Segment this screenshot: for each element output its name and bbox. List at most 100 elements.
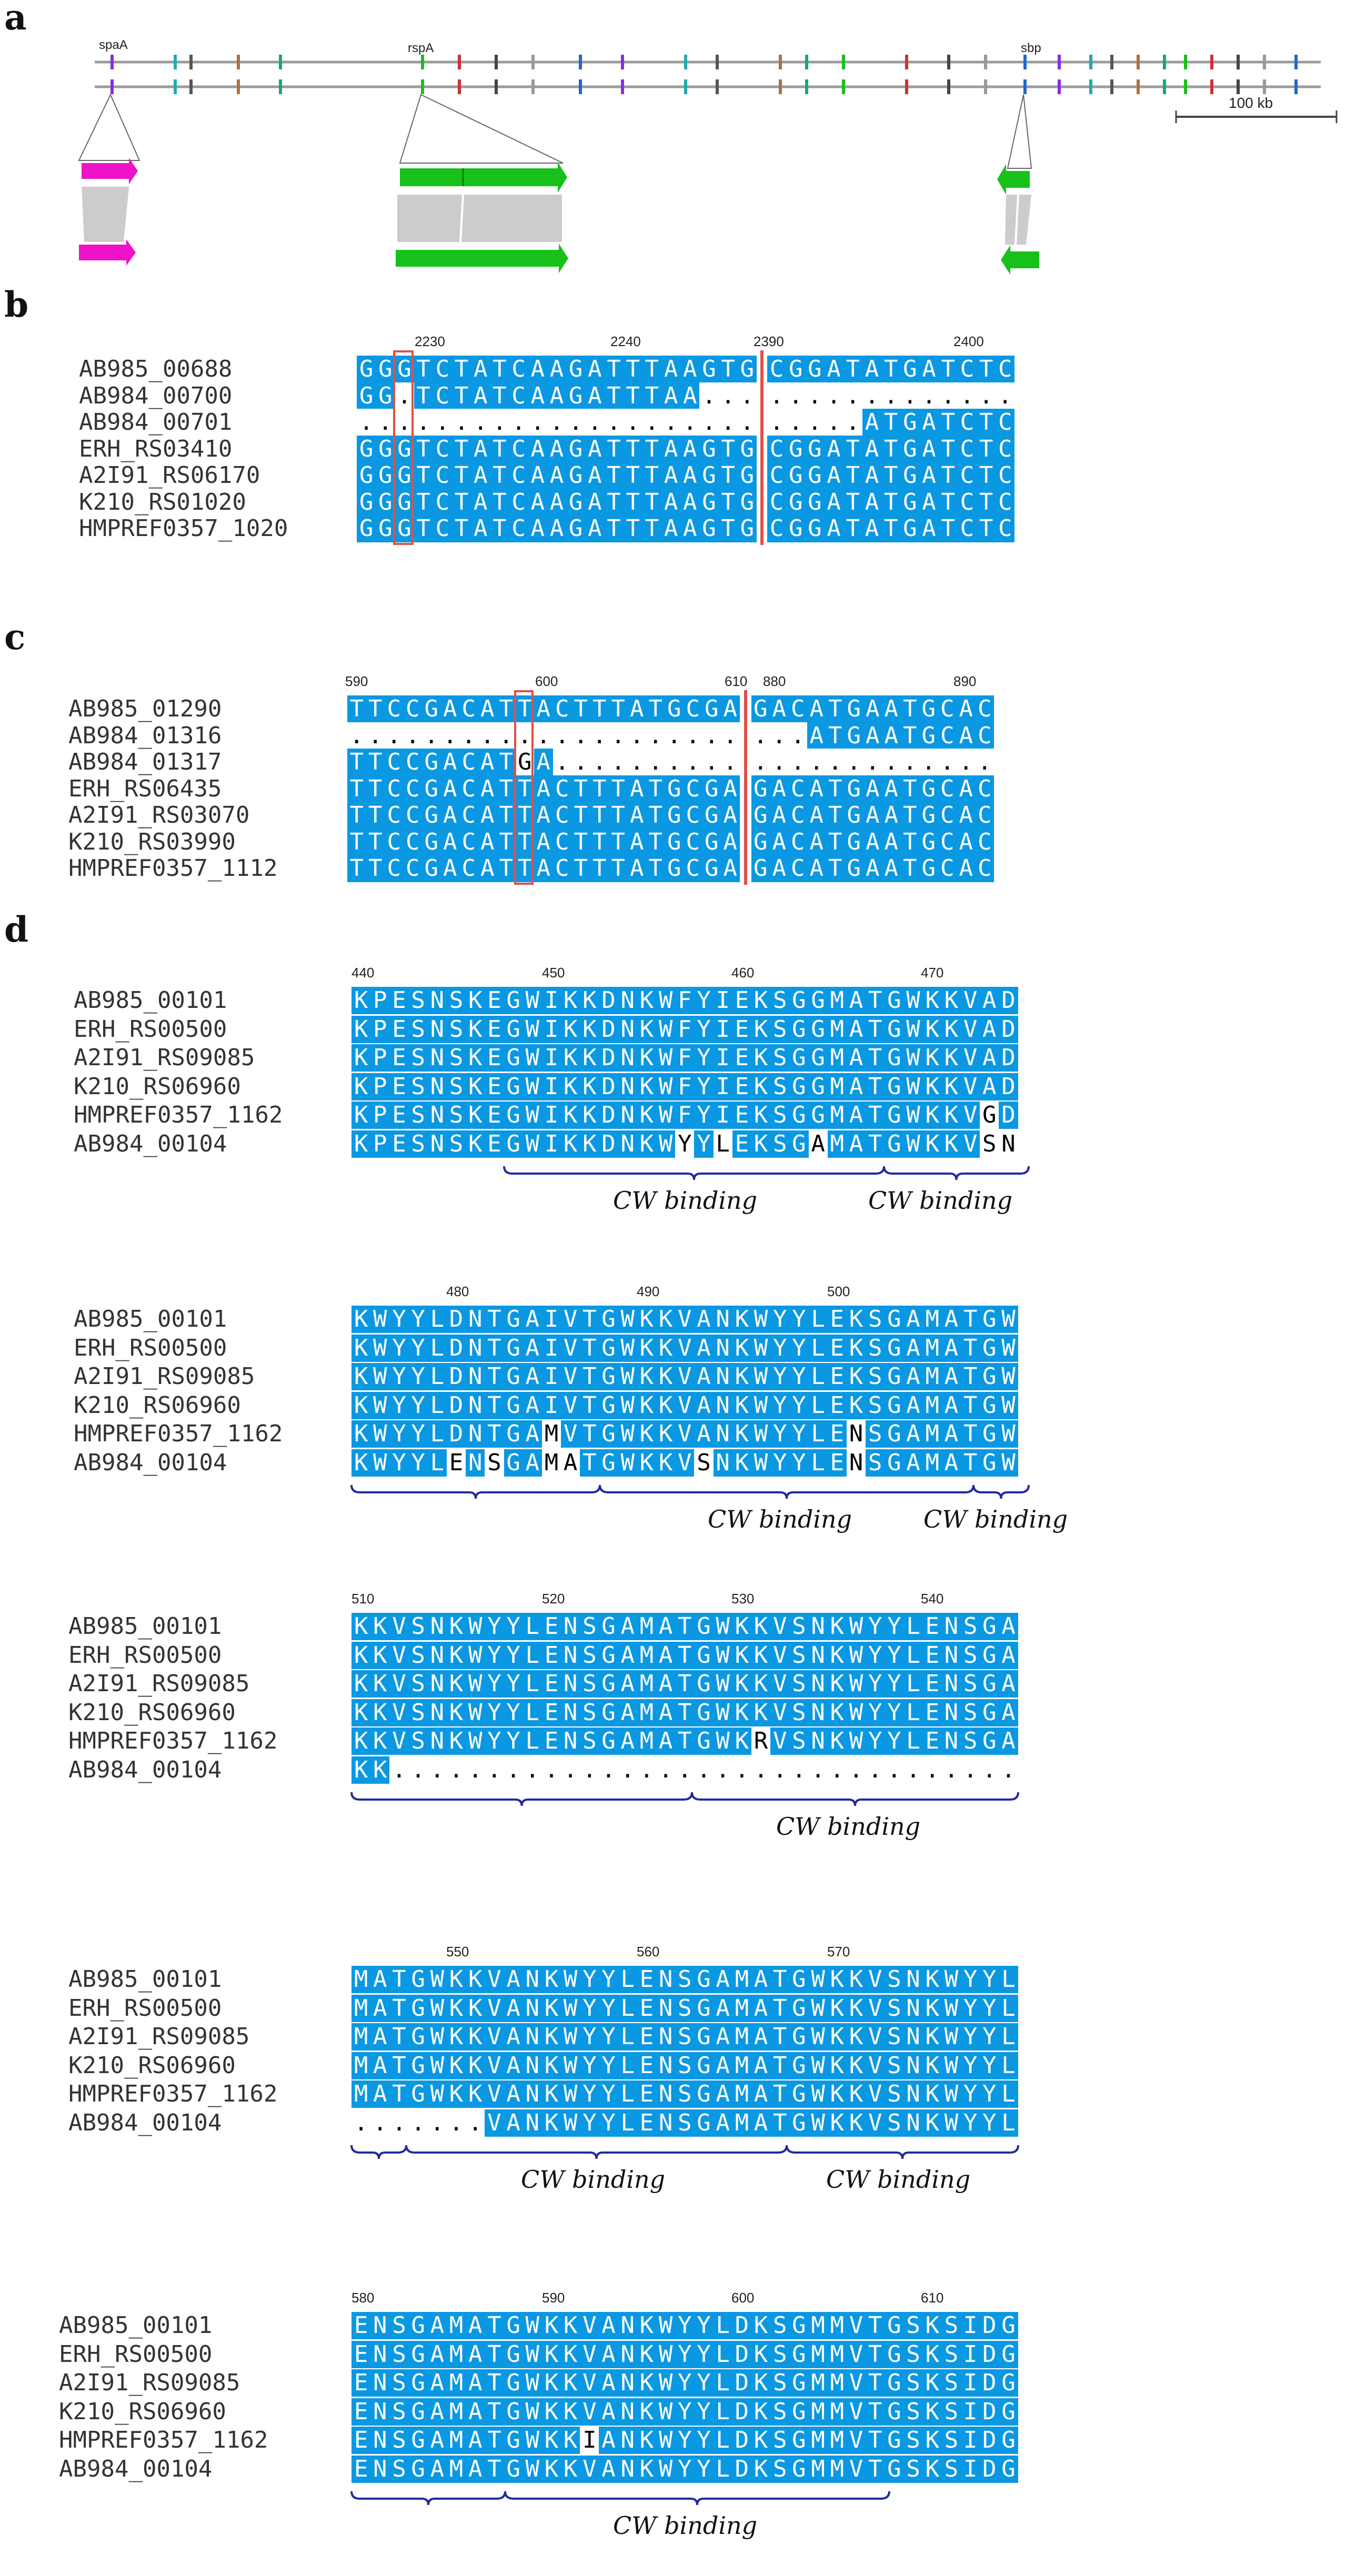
sequence-name: AB984_01317 xyxy=(68,749,222,775)
residue: . xyxy=(376,409,395,436)
residue: S xyxy=(770,2427,790,2454)
residue: S xyxy=(675,2109,695,2137)
residue: T xyxy=(646,695,665,723)
residue: K xyxy=(941,1044,961,1072)
residue: G xyxy=(808,1044,828,1072)
residue: A xyxy=(504,1966,523,1993)
sequence-name: K210_RS06960 xyxy=(68,1699,236,1726)
residue: L xyxy=(713,2427,732,2454)
residue: D xyxy=(599,1073,618,1100)
residue: T xyxy=(977,435,996,463)
residue: T xyxy=(490,515,509,542)
residue: . xyxy=(528,409,547,436)
residue: G xyxy=(408,2369,428,2397)
residue: S xyxy=(446,987,466,1014)
residue: C xyxy=(996,356,1015,383)
residue: T xyxy=(938,462,958,489)
residue: K xyxy=(561,2312,580,2339)
residue: M xyxy=(808,2398,828,2426)
residue: A xyxy=(528,515,547,542)
residue: . xyxy=(347,722,366,750)
residue: S xyxy=(885,2023,904,2050)
residue: C xyxy=(996,488,1015,516)
residue: Y xyxy=(789,1449,809,1477)
residue: A xyxy=(751,2023,771,2050)
residue: N xyxy=(561,1728,580,1755)
residue: G xyxy=(422,828,441,856)
residue: V xyxy=(580,2340,599,2368)
residue: W xyxy=(903,1073,923,1100)
residue: T xyxy=(642,435,661,463)
residue: V xyxy=(866,2052,885,2079)
residue: T xyxy=(900,802,919,829)
residue: T xyxy=(571,855,590,882)
residue: M xyxy=(922,1449,942,1477)
residue: K xyxy=(637,1130,656,1158)
residue: T xyxy=(623,435,642,463)
residue: A xyxy=(504,2109,523,2137)
residue: E xyxy=(389,987,409,1014)
residue: N xyxy=(427,1044,447,1072)
residue: K xyxy=(561,1015,580,1043)
residue: K xyxy=(751,1073,771,1100)
residue: W xyxy=(656,2340,676,2368)
residue: T xyxy=(451,435,471,463)
residue: . xyxy=(805,382,825,410)
residue: W xyxy=(808,2109,828,2137)
residue: Y xyxy=(504,1728,523,1755)
residue: A xyxy=(846,1102,866,1129)
residue: K xyxy=(751,2398,771,2426)
residue: K xyxy=(351,1130,371,1158)
residue: S xyxy=(941,2369,961,2397)
residue: W xyxy=(523,987,542,1014)
residue: N xyxy=(427,1073,447,1100)
residue: T xyxy=(843,462,862,489)
residue: A xyxy=(808,1130,828,1158)
gene-tick xyxy=(279,79,282,94)
residue: G xyxy=(885,987,904,1014)
residue: A xyxy=(824,462,843,489)
residue: C xyxy=(385,695,404,723)
residue: K xyxy=(541,2109,561,2137)
residue: D xyxy=(599,1130,618,1158)
residue: G xyxy=(694,1699,714,1726)
residue: T xyxy=(414,435,433,463)
residue: I xyxy=(541,987,561,1014)
residue: G xyxy=(786,356,806,383)
residue: C xyxy=(938,855,957,882)
residue: G xyxy=(504,2369,523,2397)
residue: S xyxy=(770,2369,790,2397)
residue: T xyxy=(646,802,665,829)
residue: A xyxy=(661,382,681,410)
residue: G xyxy=(980,1363,999,1390)
residue: A xyxy=(427,2455,447,2483)
residue: G xyxy=(599,1670,618,1698)
residue: Y xyxy=(770,1420,790,1448)
residue: T xyxy=(590,695,609,723)
residue: L xyxy=(713,1130,732,1158)
residue: K xyxy=(466,2023,485,2050)
residue: M xyxy=(827,2312,847,2339)
residue: K xyxy=(827,2109,847,2137)
residue: Y xyxy=(389,1306,409,1333)
residue: T xyxy=(609,695,628,723)
residue: G xyxy=(694,1613,714,1640)
residue: W xyxy=(466,1613,485,1640)
residue: T xyxy=(490,382,509,410)
residue: K xyxy=(466,1015,485,1043)
residue: D xyxy=(599,1044,618,1072)
residue: W xyxy=(941,2080,961,2108)
residue: C xyxy=(509,382,528,410)
sequence-name: AB985_00101 xyxy=(59,2312,213,2339)
residue: S xyxy=(866,1391,885,1419)
residue: D xyxy=(732,2369,751,2397)
residue: . xyxy=(646,722,665,750)
residue: D xyxy=(446,1306,466,1333)
residue: A xyxy=(863,855,882,882)
residue: A xyxy=(863,695,882,723)
residue: . xyxy=(786,382,806,410)
sequence-name: HMPREF0357_1020 xyxy=(79,515,288,542)
residue: G xyxy=(980,1449,999,1477)
